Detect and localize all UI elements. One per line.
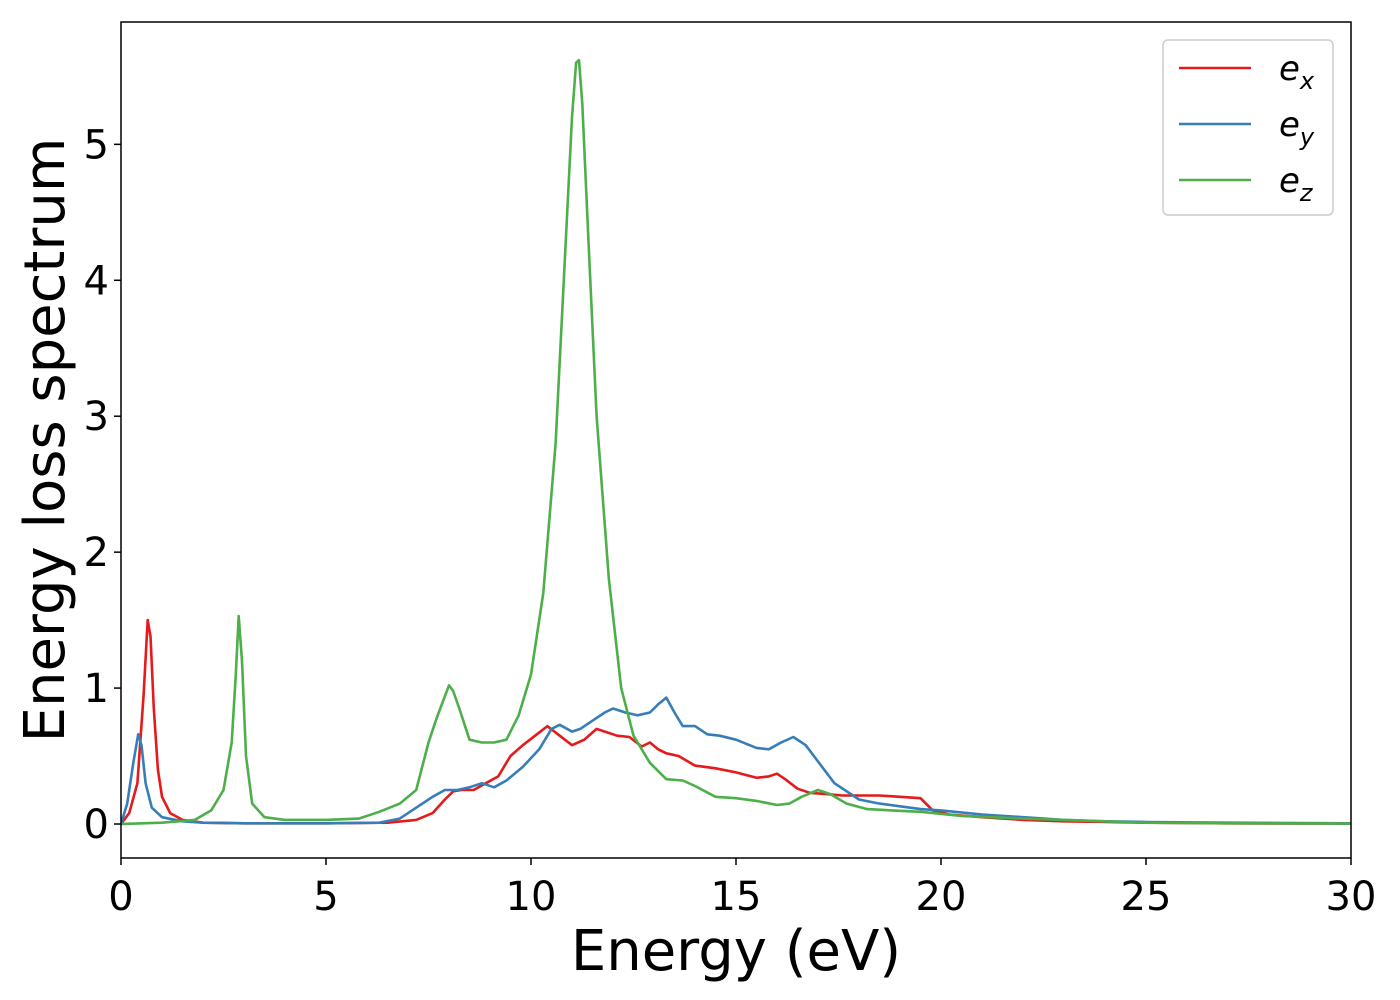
x-axis-ticks: 0 5 10 15 20 25 30	[108, 858, 1376, 920]
y-tick-label: 5	[84, 122, 109, 168]
y-tick-label: 3	[84, 394, 109, 440]
x-tick-label: 5	[313, 874, 338, 920]
y-axis-ticks: 0 1 2 3 4 5	[84, 122, 121, 848]
x-axis-label: Energy (eV)	[571, 919, 901, 984]
y-axis-label: Energy loss spectrum	[13, 138, 78, 743]
series-line-x	[121, 618, 1351, 826]
series-line-z	[121, 58, 1351, 826]
x-tick-label: 30	[1326, 874, 1377, 920]
legend-box	[1162, 39, 1334, 216]
x-tick-label: 10	[506, 874, 557, 920]
x-tick-label: 15	[711, 874, 762, 920]
y-tick-label: 1	[84, 666, 109, 712]
legend: ex ey ez	[1162, 39, 1334, 216]
x-tick-label: 25	[1121, 874, 1172, 920]
y-tick-label: 0	[84, 802, 109, 848]
series-line-y	[121, 696, 1351, 826]
legend-label-y: ey	[1279, 105, 1315, 151]
legend-label-z: ez	[1279, 161, 1314, 207]
x-tick-label: 20	[916, 874, 967, 920]
y-tick-label: 4	[84, 258, 109, 304]
legend-label-x: ex	[1279, 49, 1315, 95]
series-layer	[121, 58, 1351, 826]
y-tick-label: 2	[84, 530, 109, 576]
x-tick-label: 0	[108, 874, 133, 920]
